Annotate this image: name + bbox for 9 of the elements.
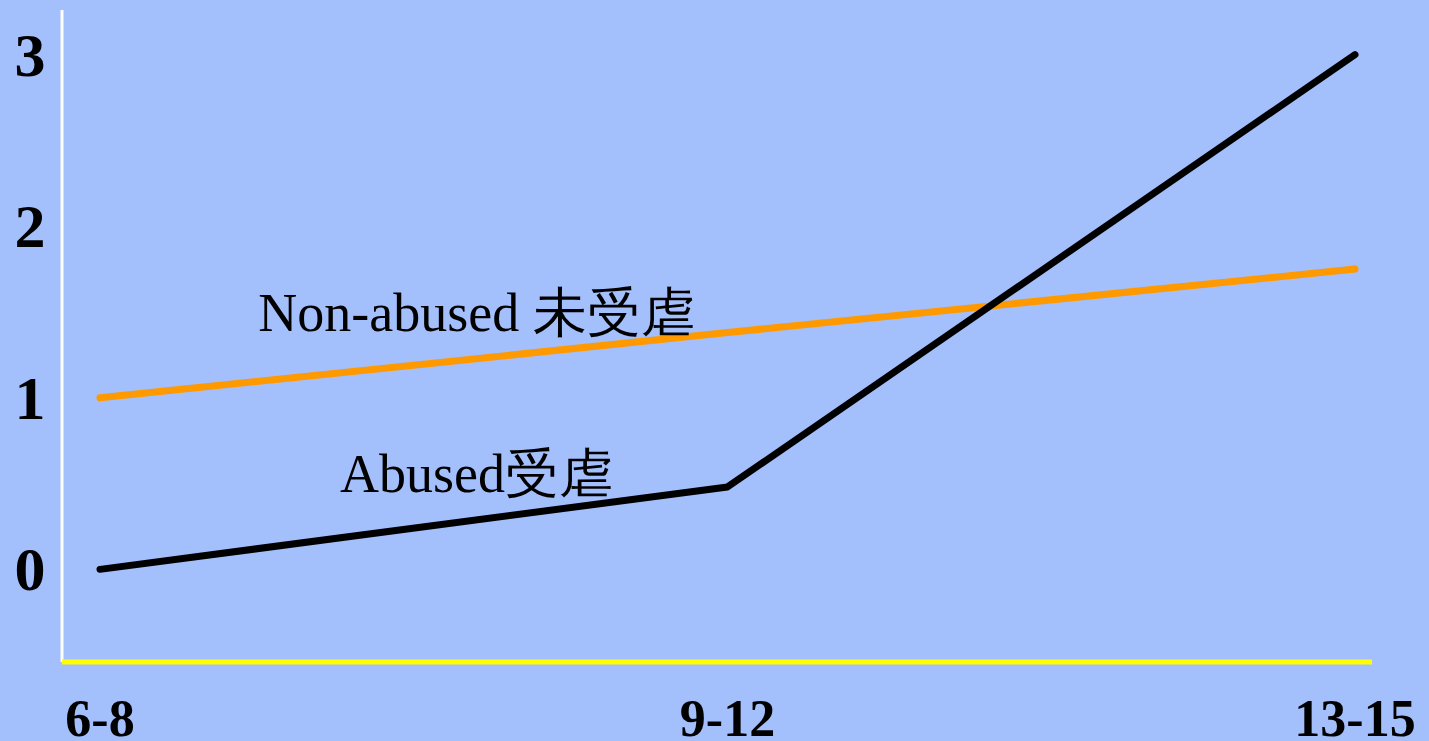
series-label: Abused受虐 — [340, 443, 613, 504]
y-tick-label: 3 — [14, 20, 46, 89]
y-tick-label: 1 — [14, 363, 46, 432]
y-tick-label: 0 — [14, 535, 46, 604]
x-tick-label: 9-12 — [679, 689, 776, 741]
series-label: Non-abused 未受虐 — [258, 282, 695, 343]
x-tick-label: 13-15 — [1294, 689, 1416, 741]
x-tick-label: 6-8 — [65, 689, 135, 741]
y-tick-label: 2 — [14, 192, 46, 261]
